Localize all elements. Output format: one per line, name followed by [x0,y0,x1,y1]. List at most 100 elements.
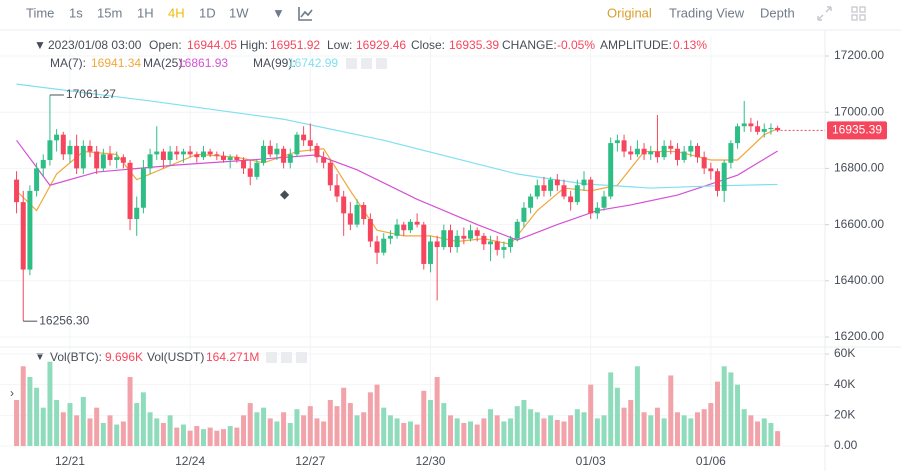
vol-control[interactable] [296,352,307,363]
candle-body [421,224,427,264]
collapse-arrow[interactable]: ▼ [34,349,46,363]
candle-body [147,154,153,169]
candle-body [261,145,267,163]
interval-button[interactable]: 1H [137,5,154,20]
max-label: 17061.27 [66,87,116,101]
volume-bar [180,424,186,446]
ma-control[interactable] [361,58,372,69]
volume-bar [100,423,106,446]
volume-bar [214,430,220,446]
price-tag-label: 16935.39 [832,123,882,137]
volume-bar [434,377,440,446]
volume-bar [227,426,233,446]
expand-arrow[interactable]: › [10,386,14,400]
candle-body [321,157,327,163]
interval-dropdown[interactable]: ▼ [272,5,285,20]
volume-bar [494,415,500,446]
candle-body [347,213,353,225]
candle-body [14,179,20,203]
candle-body [234,157,240,160]
candle-body [741,123,747,127]
volume-bar [447,415,453,446]
volume-bar [374,384,380,446]
candle-body [334,185,340,197]
y-tick-label: 16200.00 [834,329,884,343]
volume-bar [127,377,133,446]
volume-bar [588,384,594,446]
volume-tick-label: 20K [834,408,855,422]
candle-body [367,218,373,242]
candle-body [274,148,280,155]
volume-bar [728,372,734,446]
volume-bar [688,418,694,446]
volume-bar [421,390,427,446]
price-tag [827,121,887,140]
ma-control[interactable] [376,58,387,69]
candle-body [728,143,734,163]
volume-bar [534,412,540,446]
candle-body [488,241,494,245]
legend-text: Low: [327,38,352,52]
layout-icon[interactable] [851,6,866,21]
candle-body [494,241,500,250]
volume-bar [54,400,60,446]
interval-button[interactable]: 1W [229,5,249,20]
candle-body [701,157,707,169]
candle-body [167,151,173,160]
candle-body [468,230,474,239]
volume-bar [648,415,654,446]
collapse-arrow[interactable]: ▼ [34,38,46,52]
volume-bar [654,407,660,446]
candle-body [608,143,614,197]
view-button[interactable]: Original [607,5,652,20]
volume-bar [60,412,66,446]
volume-bar [761,418,767,446]
view-button[interactable]: Depth [760,5,795,20]
vol-control[interactable] [266,352,277,363]
candle-body [534,185,540,197]
candle-body [481,235,487,245]
volume-bar [160,423,166,446]
volume-bar [561,421,567,446]
interval-button[interactable]: 15m [97,5,122,20]
volume-bar [741,409,747,446]
candle-body [601,196,607,208]
candle-body [474,230,480,236]
volume-bar [321,421,327,446]
vol-control[interactable] [281,352,292,363]
volume-bar [200,429,206,446]
candle-body [74,145,80,169]
legend-text: CHANGE: [502,38,557,52]
interval-button[interactable]: 1D [199,5,216,20]
volume-bar [554,419,560,446]
x-tick-label: 01/03 [576,454,606,468]
candle-body [461,235,467,239]
volume-bar [47,361,53,446]
fullscreen-icon[interactable] [817,6,832,21]
candle-body [80,145,86,169]
y-tick-label: 17000.00 [834,104,884,118]
volume-bar [27,377,33,446]
volume-bar [755,421,761,446]
ma-control[interactable] [346,58,357,69]
volume-bar [461,423,467,446]
volume-bar [668,375,674,446]
candle-body [447,230,453,248]
volume-bar [367,392,373,446]
volume-bar [574,409,580,446]
volume-bar [334,406,340,446]
volume-bar [80,396,86,446]
y-tick-label: 16600.00 [834,217,884,231]
interval-button[interactable]: Time [26,5,54,20]
legend-text: 16929.46 [356,38,406,52]
candle-body [60,134,66,155]
interval-button[interactable]: 4H [168,5,185,20]
view-button[interactable]: Trading View [669,5,745,20]
indicator-icon[interactable] [298,7,313,21]
volume-bar [307,406,313,446]
volume-bar [694,412,700,446]
candle-body [134,207,140,219]
volume-bar [174,427,180,446]
interval-button[interactable]: 1s [69,5,83,20]
volume-bar [701,409,707,446]
